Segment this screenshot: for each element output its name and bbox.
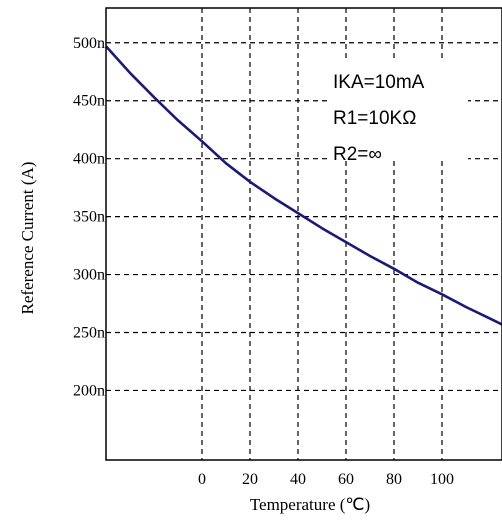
- x-tick-labels: 0 20 40 60 80 100: [198, 471, 454, 488]
- x-tick-label: 60: [338, 471, 354, 488]
- x-tick-label: 20: [242, 471, 258, 488]
- annotation-r1: R1=10KΩ: [333, 108, 416, 129]
- y-tick-label: 400n: [73, 151, 105, 168]
- y-tick-label: 350n: [73, 209, 105, 226]
- x-axis-title: Temperature (℃): [250, 495, 370, 514]
- annotation-r2: R2=∞: [333, 144, 382, 165]
- y-tick-label: 200n: [73, 382, 105, 399]
- annotation-box: IKA=10mA R1=10KΩ R2=∞: [328, 60, 468, 165]
- plot-frame: [105, 7, 502, 461]
- series-line-group: [105, 45, 502, 326]
- y-tick-labels: 200n 250n 300n 350n 400n 450n 500n: [73, 35, 105, 400]
- annotation-bg: [328, 60, 468, 160]
- y-tick-label: 300n: [73, 267, 105, 284]
- x-tick-label: 0: [198, 471, 206, 488]
- y-tick-label: 250n: [73, 325, 105, 342]
- x-tick-label: 80: [386, 471, 402, 488]
- y-tick-label: 450n: [73, 93, 105, 110]
- annotation-ika: IKA=10mA: [333, 72, 425, 93]
- series-line: [105, 45, 502, 326]
- x-tick-label: 40: [290, 471, 306, 488]
- y-axis-title: Reference Current (A): [18, 162, 37, 315]
- y-tick-label: 500n: [73, 35, 105, 52]
- x-tick-label: 100: [430, 471, 454, 488]
